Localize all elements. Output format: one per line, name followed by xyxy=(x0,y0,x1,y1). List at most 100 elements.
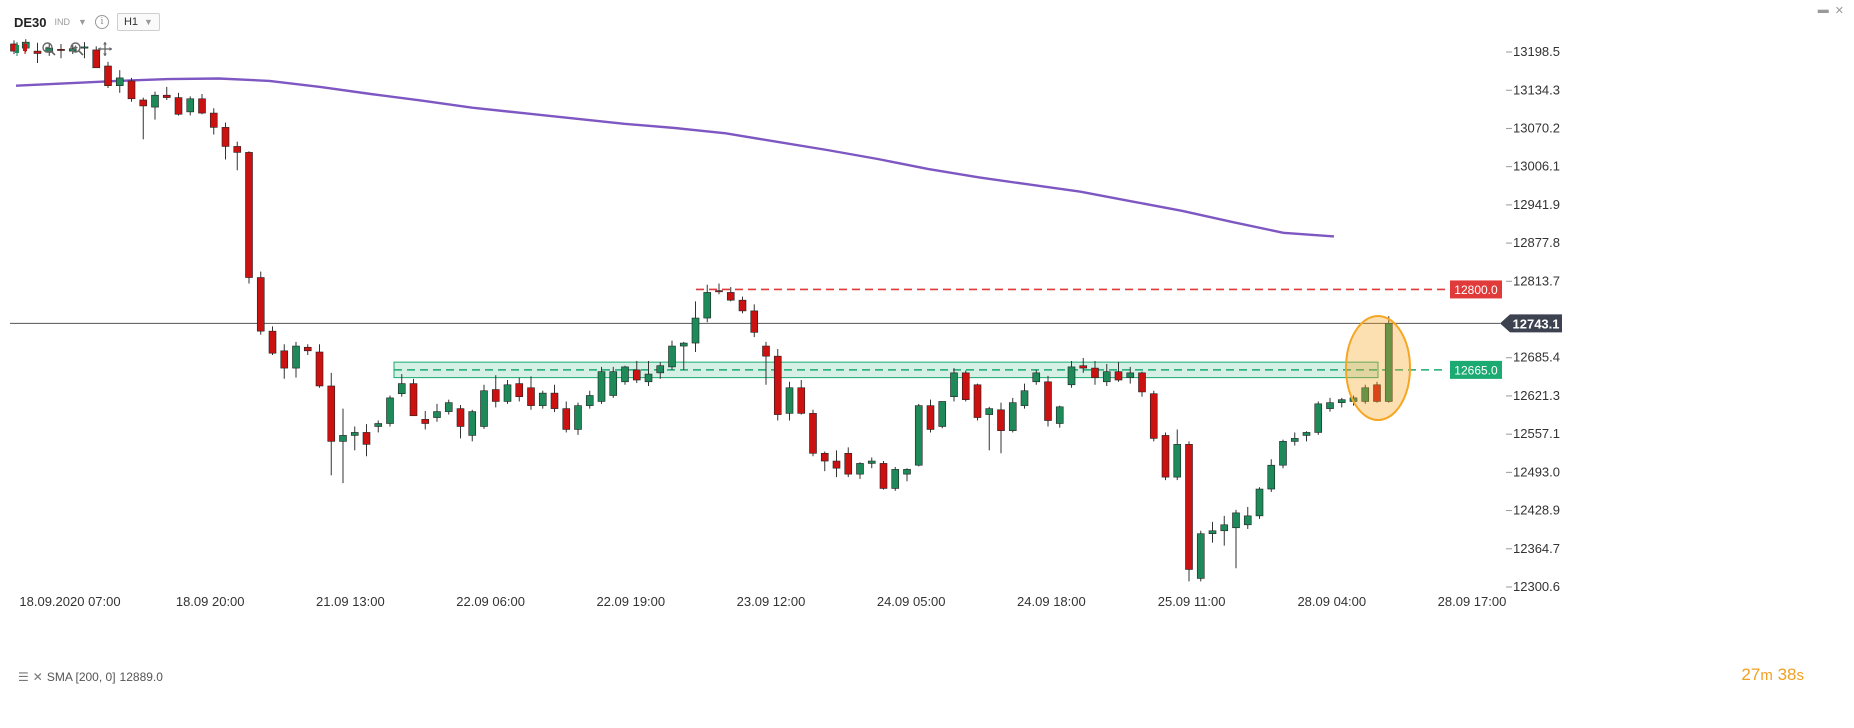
candle-body xyxy=(903,469,911,475)
candle xyxy=(856,462,864,479)
candle xyxy=(914,403,923,467)
candle xyxy=(162,86,171,100)
y-tick-label: 12813.7 xyxy=(1513,273,1560,288)
candle-body xyxy=(1232,512,1240,529)
menu-icon[interactable]: ☰ xyxy=(18,670,29,684)
move-icon[interactable] xyxy=(96,40,114,58)
candle xyxy=(127,77,136,102)
candle-body xyxy=(198,98,206,114)
chart-header: DE30 IND ▼ i H1 ▼ xyxy=(14,10,160,34)
chevron-down-icon[interactable]: ▼ xyxy=(78,17,87,27)
candle-body xyxy=(1373,384,1381,402)
candle-body xyxy=(374,423,383,427)
candle-body xyxy=(985,408,994,415)
candle xyxy=(1337,397,1346,408)
candle-body xyxy=(480,390,488,427)
close-icon[interactable]: ✕ xyxy=(32,670,43,684)
timer-seconds-unit: s xyxy=(1796,667,1805,684)
candle xyxy=(1255,487,1264,519)
candle xyxy=(1102,363,1111,386)
candle-body xyxy=(550,392,559,409)
candle-body xyxy=(491,389,500,402)
candle-body xyxy=(809,413,817,454)
candle xyxy=(1044,375,1052,427)
candle-body xyxy=(1302,432,1311,436)
candle xyxy=(315,344,324,388)
candle xyxy=(409,378,418,417)
candle-body xyxy=(1032,372,1041,383)
candle-body xyxy=(57,49,65,51)
chart-toolbar xyxy=(12,40,114,58)
candle-body xyxy=(679,342,688,347)
market-label: IND xyxy=(54,17,71,27)
indicator-label: SMA [200, 0] xyxy=(46,670,116,684)
candle-body xyxy=(797,387,806,414)
candle xyxy=(292,341,300,378)
candle xyxy=(1020,383,1029,409)
candle xyxy=(973,383,982,421)
candle xyxy=(433,403,441,422)
candle xyxy=(820,451,829,472)
candle xyxy=(1067,360,1076,388)
candle xyxy=(985,406,994,451)
timeframe-select[interactable]: H1 ▼ xyxy=(116,13,160,31)
candle-body xyxy=(832,460,841,469)
candle-body xyxy=(1196,533,1205,579)
info-icon[interactable]: i xyxy=(94,15,109,29)
candle xyxy=(327,372,336,476)
candle-body xyxy=(1255,488,1264,517)
candle-countdown: 27m 38s xyxy=(1741,665,1804,685)
candle-body xyxy=(362,432,371,445)
candle-body xyxy=(80,46,89,49)
y-tick-label: 13198.5 xyxy=(1513,44,1560,59)
x-tick-label: 18.09.2020 07:00 xyxy=(19,594,120,609)
close-icon[interactable]: ✕ xyxy=(1834,5,1844,17)
candle-body xyxy=(938,401,947,427)
candle-body xyxy=(1067,366,1076,386)
candle xyxy=(1326,397,1334,412)
candle-body xyxy=(421,419,430,424)
candle-body xyxy=(503,384,512,402)
x-tick-label: 24.09 05:00 xyxy=(877,594,946,609)
zoom-in-icon[interactable] xyxy=(68,40,86,58)
minimize-icon[interactable]: ▬ xyxy=(1817,4,1829,16)
candle xyxy=(1314,401,1323,435)
candle-body xyxy=(1161,435,1170,478)
current-price-tag xyxy=(1500,314,1562,333)
candle xyxy=(1384,316,1393,403)
candle-body xyxy=(1208,530,1217,535)
candle xyxy=(938,401,947,429)
candle xyxy=(1008,397,1017,433)
candle xyxy=(256,271,265,335)
candle xyxy=(33,42,42,64)
candle-body xyxy=(386,397,394,424)
candle xyxy=(198,94,206,115)
x-tick-label: 18.09 20:00 xyxy=(176,594,245,609)
timeframe-label: H1 xyxy=(123,16,139,28)
candle xyxy=(1173,429,1182,481)
candle xyxy=(1220,515,1229,546)
candle xyxy=(609,366,618,398)
candle xyxy=(515,377,524,402)
candle-body xyxy=(162,94,171,98)
x-tick-label: 21.09 13:00 xyxy=(316,594,385,609)
candle xyxy=(104,61,112,89)
candle xyxy=(1032,369,1041,385)
candle-body xyxy=(538,392,547,406)
candle xyxy=(879,461,888,490)
candle-body xyxy=(444,402,453,412)
symbol-label[interactable]: DE30 xyxy=(14,14,47,30)
candle xyxy=(151,91,159,120)
zoom-out-icon[interactable] xyxy=(40,40,58,58)
candle xyxy=(656,362,665,379)
candle xyxy=(1290,432,1299,446)
candle xyxy=(245,151,253,284)
y-tick-label: 12877.8 xyxy=(1513,235,1560,250)
candle xyxy=(1267,459,1276,493)
candle xyxy=(374,420,383,433)
candle-body xyxy=(1138,372,1146,393)
candle xyxy=(527,376,535,410)
candlestick-icon[interactable] xyxy=(12,40,30,58)
candle-body xyxy=(1008,402,1017,431)
